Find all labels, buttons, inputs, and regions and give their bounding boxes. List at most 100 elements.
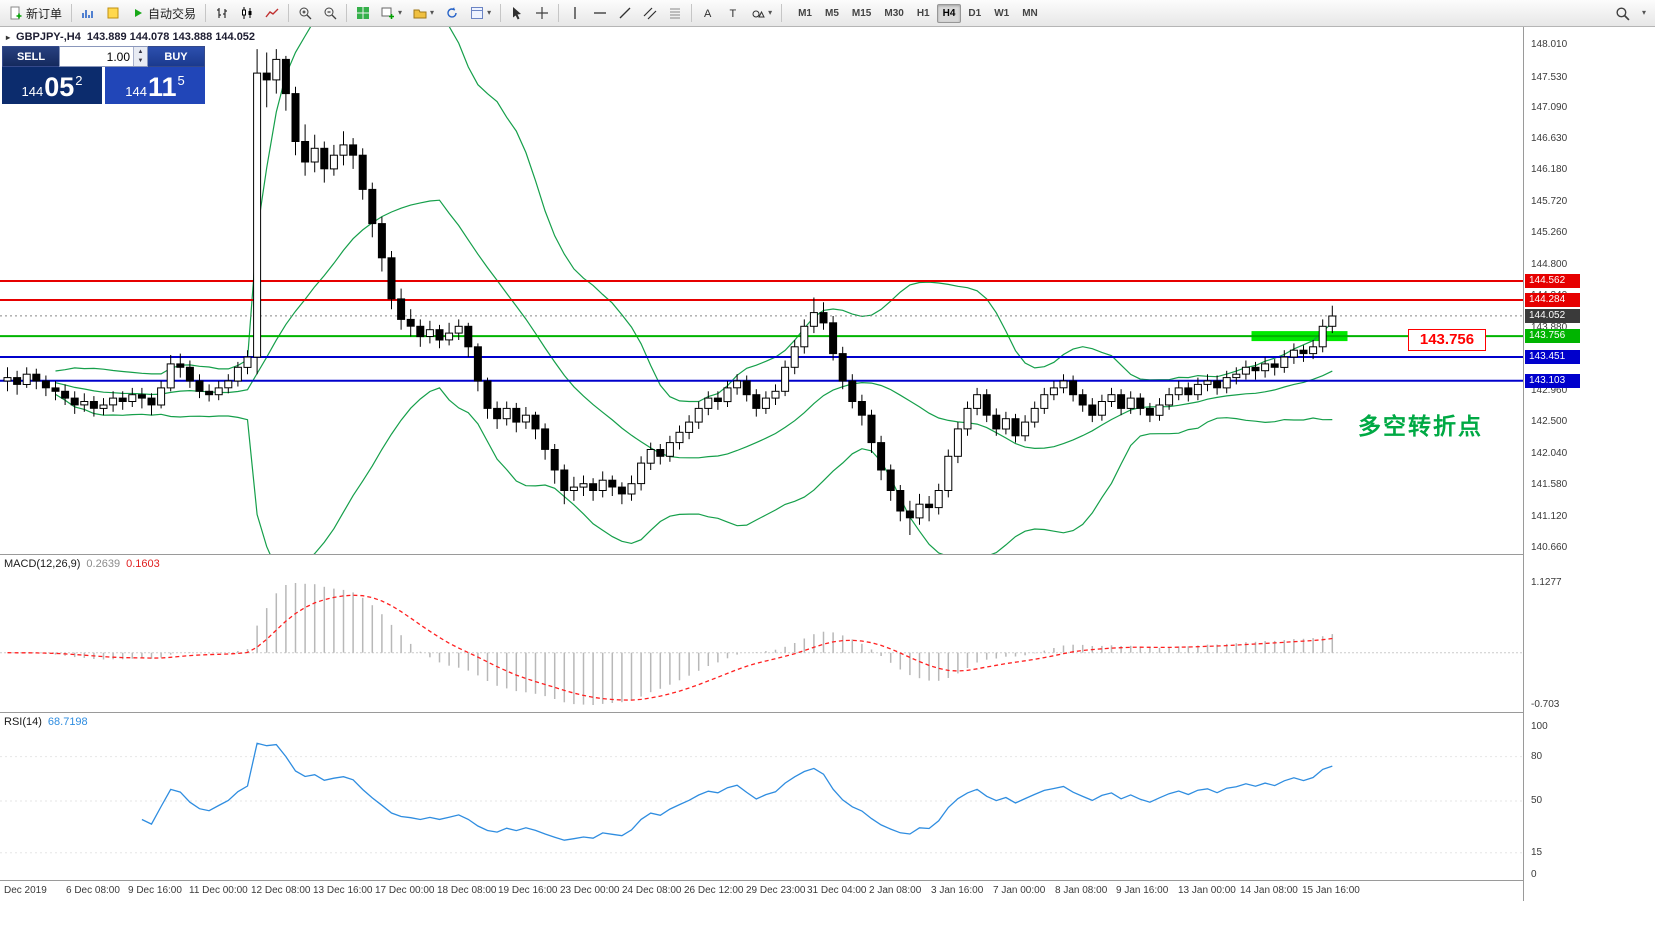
date-label: 6 Dec 08:00: [66, 885, 120, 896]
sell-price-main: 144: [21, 84, 44, 99]
date-label: 13 Dec 16:00: [313, 885, 373, 896]
vertical-line-button[interactable]: [563, 2, 587, 24]
candle-body: [771, 390, 780, 399]
price-tick-label: 143.880: [1531, 322, 1568, 333]
buy-button[interactable]: BUY: [148, 46, 205, 67]
candle-body: [829, 322, 838, 355]
svg-text:T: T: [730, 8, 737, 20]
candle-body: [99, 404, 108, 409]
timeframe-m15-button[interactable]: M15: [846, 4, 877, 23]
timeframe-m30-button[interactable]: M30: [878, 4, 909, 23]
trendline-button[interactable]: [613, 2, 637, 24]
candle-body: [483, 380, 492, 409]
candle-body: [214, 387, 223, 396]
date-label: 3 Jan 16:00: [931, 885, 984, 896]
cursor-button[interactable]: [505, 2, 529, 24]
price-axis-separator: [1523, 27, 1524, 901]
vertical-line-icon: [568, 6, 582, 20]
autotrading-button[interactable]: 自动交易: [126, 2, 201, 24]
symbol-info-bar: ▸ GBPJPY-,H4 143.889 144.078 143.888 144…: [6, 31, 255, 43]
timeframe-m5-button[interactable]: M5: [819, 4, 845, 23]
price-tick-label: 146.180: [1531, 164, 1568, 175]
candle-body: [1280, 356, 1289, 368]
new-order-button[interactable]: 新订单: [4, 2, 67, 24]
search-button[interactable]: [1610, 2, 1635, 24]
buy-price-pips: 11: [147, 72, 177, 102]
refresh-button[interactable]: [440, 2, 464, 24]
price-chart-canvas[interactable]: [0, 0, 1523, 575]
new-chart-button[interactable]: ▾: [376, 2, 407, 24]
panel-separator[interactable]: [0, 712, 1655, 713]
timeframe-h4-button[interactable]: H4: [936, 3, 962, 23]
fibonacci-button[interactable]: [663, 2, 687, 24]
candle-body: [1145, 407, 1154, 416]
candle-body: [675, 431, 684, 444]
trendline-icon: [618, 6, 632, 20]
toolbar: 新订单 自动交易 ▾ ▾ ▾ A T ▾ M1 M: [0, 0, 1655, 27]
volume-up-icon[interactable]: ▲: [134, 47, 147, 57]
sell-price-display[interactable]: 144 05 2: [2, 67, 102, 104]
shapes-button[interactable]: ▾: [746, 2, 777, 24]
date-label: 17 Dec 00:00: [375, 885, 435, 896]
candle-body: [195, 380, 204, 392]
panel-separator[interactable]: [0, 554, 1655, 555]
horizontal-line-button[interactable]: [588, 2, 612, 24]
timeframe-mn-button[interactable]: MN: [1016, 4, 1044, 23]
zoom-in-button[interactable]: [293, 2, 317, 24]
timeframe-m1-button[interactable]: M1: [792, 4, 818, 23]
timeframe-h1-button[interactable]: H1: [911, 4, 936, 23]
sell-button[interactable]: SELL: [2, 46, 59, 67]
volume-down-icon[interactable]: ▼: [134, 56, 147, 66]
candle-body: [905, 510, 914, 519]
candle-body: [934, 490, 943, 509]
candle-body: [80, 401, 89, 406]
profiles-button[interactable]: ▾: [408, 2, 439, 24]
date-label: 24 Dec 08:00: [622, 885, 682, 896]
timeframe-d1-button[interactable]: D1: [962, 4, 987, 23]
market-watch-button[interactable]: [76, 2, 100, 24]
candle-body: [1174, 387, 1183, 396]
date-axis[interactable]: Dec 2019 6 Dec 08:00 9 Dec 16:00 11 Dec 00:…: [0, 881, 1523, 900]
data-window-button[interactable]: [101, 2, 125, 24]
tile-windows-button[interactable]: [351, 2, 375, 24]
candle-body: [233, 366, 242, 382]
rsi-label: RSI(14) 68.7198: [4, 716, 88, 728]
autotrading-label: 自动交易: [148, 6, 197, 21]
timeframe-group: M1 M5 M15 M30 H1 H4 D1 W1 MN: [792, 3, 1044, 23]
price-callout-label[interactable]: 143.756: [1408, 329, 1486, 351]
candle-body: [637, 462, 646, 485]
text-label-button[interactable]: T: [721, 2, 745, 24]
candle-body: [1155, 404, 1164, 416]
candle-body: [493, 407, 502, 420]
channel-button[interactable]: [638, 2, 662, 24]
candle-body: [1030, 407, 1039, 423]
candle-body: [109, 397, 118, 406]
candle-body: [3, 377, 12, 382]
zoom-out-button[interactable]: [318, 2, 342, 24]
bar-chart-button[interactable]: [210, 2, 234, 24]
macd-canvas[interactable]: [0, 555, 1523, 712]
chevron-down-icon: ▾: [487, 8, 492, 17]
price-axis[interactable]: 148.010 147.530 147.090 146.630 146.180 145.7…: [1524, 27, 1655, 901]
candle-body: [742, 380, 751, 396]
candlestick-chart-button[interactable]: [235, 2, 259, 24]
horizontal-line-icon: [593, 6, 607, 20]
zoom-out-icon: [323, 6, 337, 20]
price-tick-label: 148.010: [1531, 39, 1568, 50]
candle-body: [973, 394, 982, 409]
turning-point-annotation[interactable]: 多空转折点: [1358, 413, 1483, 439]
volume-input[interactable]: 1.00: [106, 49, 130, 64]
price-level-box-144.562: 144.562: [1525, 274, 1580, 288]
data-window-icon: [106, 6, 120, 20]
macd-scale-max: 1.1277: [1531, 577, 1562, 588]
line-chart-button[interactable]: [260, 2, 284, 24]
buy-price-display[interactable]: 144 11 5: [105, 67, 205, 104]
svg-text:A: A: [704, 8, 712, 20]
templates-button[interactable]: ▾: [465, 2, 496, 24]
profiles-icon: [413, 6, 427, 20]
timeframe-w1-button[interactable]: W1: [988, 4, 1015, 23]
text-button[interactable]: A: [696, 2, 720, 24]
rsi-canvas[interactable]: [0, 713, 1523, 880]
toolbar-options-button[interactable]: ▾: [1637, 2, 1651, 24]
crosshair-button[interactable]: [530, 2, 554, 24]
